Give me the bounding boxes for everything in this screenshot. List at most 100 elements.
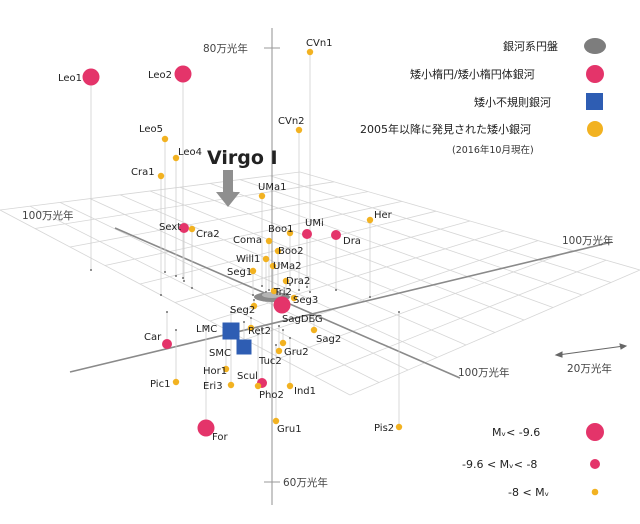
legend-dwarf-elliptical-label: 矮小楕円/矮小楕円体銀河 xyxy=(410,67,535,81)
foot-leo1 xyxy=(90,269,92,271)
galaxy-marker-leo5 xyxy=(161,135,169,143)
legend-disk-icon xyxy=(584,38,606,54)
foot-car xyxy=(166,311,168,313)
scale-bar xyxy=(554,343,628,358)
mag-medium-label: -9.6 < Mᵥ< -8 xyxy=(462,458,537,471)
galaxy-label-eri3: Eri3 xyxy=(203,381,223,392)
galaxy-marker-leo2 xyxy=(174,65,192,83)
galaxy-label-seg3: Seg3 xyxy=(293,295,318,306)
galaxy-label-for: For xyxy=(212,432,229,443)
galaxy-label-leo2: Leo2 xyxy=(148,70,172,81)
galaxy-label-sagdeg: SagDEG xyxy=(282,314,323,325)
galaxy-marker-tri2 xyxy=(270,287,278,295)
galaxy-label-ret2: Ret2 xyxy=(248,326,271,337)
galaxy-marker-pho2 xyxy=(254,382,262,390)
foot-leo4 xyxy=(175,275,177,277)
scale-bar-label: 20万光年 xyxy=(567,362,612,375)
galaxy-marker-cvn1 xyxy=(306,48,314,56)
galaxy-marker-seg3 xyxy=(290,294,298,302)
galaxy-label-cvn2: CVn2 xyxy=(278,116,305,127)
galaxy-marker-sagdeg xyxy=(273,296,291,314)
foot-cvn1 xyxy=(309,291,311,293)
galaxy-marker-leo1 xyxy=(82,68,100,86)
galaxy-marker-dra2 xyxy=(282,277,290,285)
galaxy-label-uma2: UMa2 xyxy=(273,261,301,272)
galaxy-label-scul: Scul xyxy=(237,371,258,382)
virgo-label: Virgo I xyxy=(207,147,278,169)
foot-coma xyxy=(268,289,270,291)
galaxy-marker-pis2 xyxy=(395,423,403,431)
mag-faint-icon xyxy=(591,488,599,496)
galaxy-label-dra: Dra xyxy=(343,236,361,247)
magnitude-legend: Mᵥ< -9.6 -9.6 < Mᵥ< -8 -8 < Mᵥ xyxy=(462,423,604,499)
galaxy-label-dra2: Dra2 xyxy=(286,276,310,287)
galaxy-marker-cvn2 xyxy=(295,126,303,134)
foot-leo2 xyxy=(182,277,184,279)
foot-lmc xyxy=(230,311,232,313)
mag-medium-icon xyxy=(590,459,600,469)
legend-elliptical-icon xyxy=(586,65,604,83)
galaxy-label-cra1: Cra1 xyxy=(131,167,155,178)
galaxy-label-ind1: Ind1 xyxy=(294,386,316,397)
mag-bright-icon xyxy=(586,423,604,441)
foot-for xyxy=(205,325,207,327)
galaxy-label-lmc: LMC xyxy=(196,324,217,335)
foot-tuc2 xyxy=(278,325,280,327)
galaxy-marker-cra1 xyxy=(157,172,165,180)
galaxy-label-tuc2: Tuc2 xyxy=(258,356,282,367)
foot-sext xyxy=(183,280,185,282)
foot-gru1 xyxy=(275,344,277,346)
galaxy-label-her: Her xyxy=(374,210,393,221)
galaxy-marker-leo4 xyxy=(172,154,180,162)
galaxy-label-cra2: Cra2 xyxy=(196,229,220,240)
galaxy-label-hor1: Hor1 xyxy=(203,366,227,377)
galaxy-marker-sag2 xyxy=(310,326,318,334)
foot-pic1 xyxy=(175,329,177,331)
foot-smc xyxy=(243,321,245,323)
legend-irregular-icon xyxy=(586,93,603,110)
galactic-plane-grid xyxy=(0,171,640,396)
galaxy-label-pic1: Pic1 xyxy=(150,379,170,390)
foot-boo1 xyxy=(289,284,291,286)
galaxy-marker-for xyxy=(197,419,215,437)
galaxy-label-cvn1: CVn1 xyxy=(306,38,333,49)
galaxy-label-tri2: Tri2 xyxy=(273,287,292,298)
right-axis-label: 100万光年 xyxy=(562,234,614,247)
galaxy-marker-boo2 xyxy=(274,247,282,255)
galaxy-label-seg2: Seg2 xyxy=(230,305,255,316)
galaxy-marker-ret2 xyxy=(247,324,255,332)
galaxy-marker-umi xyxy=(302,229,312,239)
galaxy-marker-eri3 xyxy=(227,381,235,389)
galaxy-markers xyxy=(82,48,403,437)
foot-cra2 xyxy=(191,287,193,289)
galaxy-marker-sext xyxy=(179,223,189,233)
galaxy-marker-ind1 xyxy=(286,382,294,390)
galaxy-marker-car xyxy=(162,339,172,349)
virgo-highlight: Virgo I xyxy=(207,147,278,207)
foot-pis2 xyxy=(398,311,400,313)
galaxy-marker-gru2 xyxy=(279,339,287,347)
z-top-label: 80万光年 xyxy=(203,42,248,55)
foot-ret2 xyxy=(250,317,252,319)
galaxy-label-pis2: Pis2 xyxy=(374,423,394,434)
foot-pho2 xyxy=(257,333,259,335)
drop-lines xyxy=(90,52,400,428)
foot-uma1 xyxy=(261,285,263,287)
mag-bright-label: Mᵥ< -9.6 xyxy=(492,426,540,439)
virgo-arrow xyxy=(216,170,240,207)
foot-dra xyxy=(335,289,337,291)
foot-umi xyxy=(306,286,308,288)
foot-sag2 xyxy=(313,319,315,321)
galaxy-marker-uma2 xyxy=(269,262,277,270)
foot-gru2 xyxy=(282,329,284,331)
y-axis xyxy=(69,241,613,373)
galaxy-label-seg1: Seg1 xyxy=(227,267,252,278)
mag-faint-label: -8 < Mᵥ xyxy=(508,486,549,499)
z-bottom-label: 60万光年 xyxy=(283,476,328,489)
galaxy-marker-her xyxy=(366,216,374,224)
galaxy-marker-pic1 xyxy=(172,378,180,386)
legend-dwarf-irregular-label: 矮小不規則銀河 xyxy=(474,95,551,109)
galaxy-label-coma: Coma xyxy=(233,235,262,246)
galaxy-label-gru1: Gru1 xyxy=(277,424,302,435)
